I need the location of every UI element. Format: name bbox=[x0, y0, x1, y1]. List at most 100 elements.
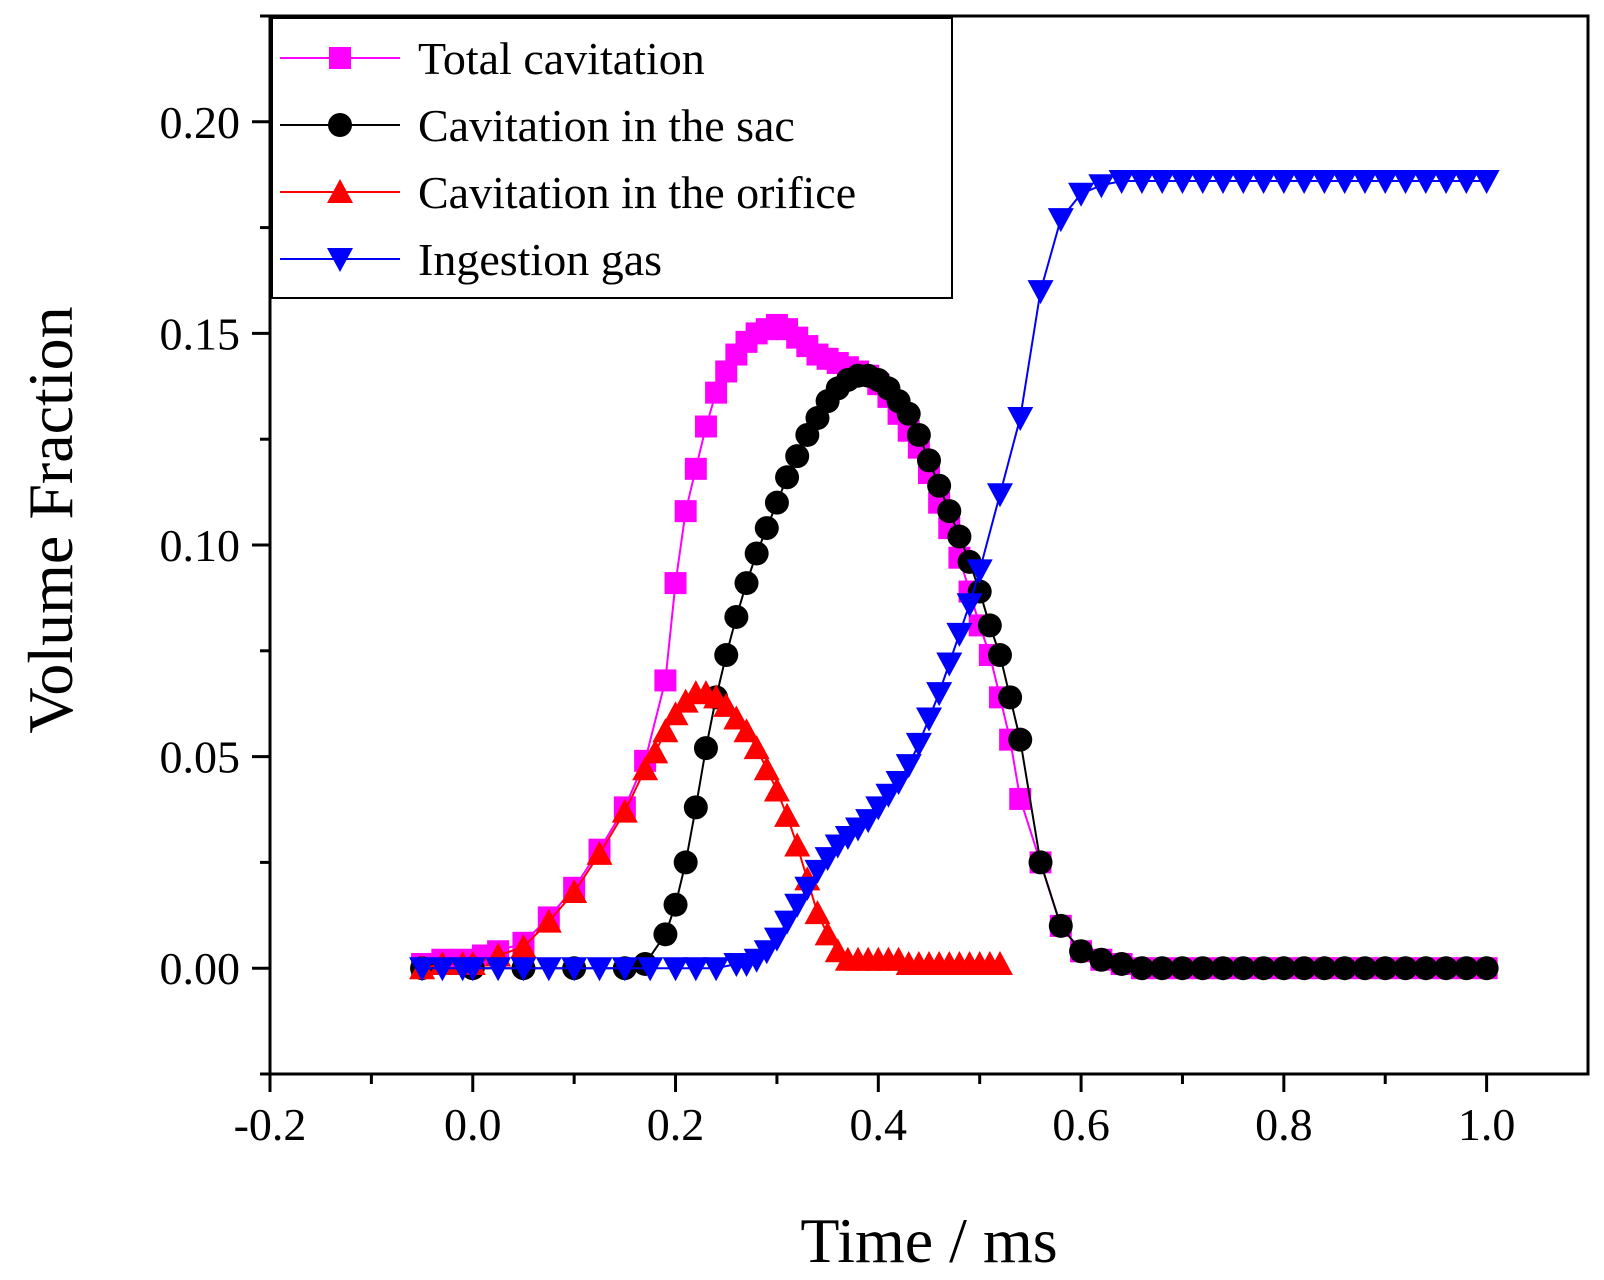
data-point bbox=[1392, 170, 1419, 195]
data-point bbox=[1433, 170, 1460, 195]
data-point bbox=[794, 876, 821, 901]
legend-marker bbox=[329, 47, 351, 69]
legend-box bbox=[271, 17, 953, 299]
x-tick-label: 0.4 bbox=[850, 1099, 908, 1150]
data-point bbox=[1453, 170, 1480, 195]
data-point bbox=[1351, 170, 1378, 195]
data-point bbox=[1250, 170, 1277, 195]
data-point bbox=[947, 524, 972, 549]
legend-marker bbox=[327, 248, 353, 272]
y-axis-title: Volume Fraction bbox=[15, 306, 86, 733]
data-point bbox=[1331, 170, 1358, 195]
legend-marker bbox=[328, 113, 352, 137]
data-point bbox=[510, 934, 537, 959]
data-point bbox=[1231, 956, 1256, 981]
data-point bbox=[510, 957, 537, 982]
data-point bbox=[1332, 956, 1357, 981]
data-point bbox=[753, 756, 780, 781]
data-point bbox=[662, 957, 689, 982]
data-point bbox=[763, 927, 790, 952]
data-point bbox=[683, 795, 708, 820]
data-point bbox=[1009, 787, 1032, 810]
data-point bbox=[535, 957, 562, 982]
data-point bbox=[927, 473, 952, 498]
data-point bbox=[1190, 956, 1215, 981]
data-point bbox=[905, 732, 932, 757]
data-point bbox=[1434, 956, 1459, 981]
data-point bbox=[535, 908, 562, 933]
data-point bbox=[632, 756, 659, 781]
data-point bbox=[714, 643, 739, 668]
data-point bbox=[1454, 956, 1479, 981]
data-point bbox=[1089, 947, 1114, 972]
data-point bbox=[1251, 956, 1276, 981]
data-point bbox=[743, 735, 770, 760]
x-tick-label: 0.8 bbox=[1255, 1099, 1313, 1150]
data-point bbox=[814, 921, 841, 946]
data-point bbox=[637, 957, 664, 982]
data-point bbox=[855, 809, 882, 834]
data-point bbox=[611, 798, 638, 823]
data-point bbox=[1128, 170, 1155, 195]
data-point bbox=[1170, 956, 1195, 981]
data-point bbox=[804, 859, 831, 884]
data-point bbox=[1412, 170, 1439, 195]
data-point bbox=[1048, 913, 1073, 938]
data-point bbox=[682, 957, 709, 982]
data-point bbox=[1413, 956, 1438, 981]
data-point bbox=[1007, 407, 1034, 432]
data-point bbox=[723, 705, 750, 730]
data-point bbox=[705, 381, 728, 404]
data-point bbox=[1189, 170, 1216, 195]
data-point bbox=[1027, 280, 1054, 305]
data-point bbox=[998, 685, 1023, 710]
series-circle bbox=[410, 363, 1499, 981]
data-point bbox=[1474, 956, 1499, 981]
data-point bbox=[653, 922, 678, 947]
data-point bbox=[673, 850, 698, 875]
x-tick-label: 0.6 bbox=[1052, 1099, 1110, 1150]
data-point bbox=[987, 643, 1012, 668]
x-tick-label: 1.0 bbox=[1458, 1099, 1516, 1150]
data-point bbox=[744, 541, 769, 566]
data-point bbox=[1088, 174, 1115, 199]
series-layer bbox=[409, 170, 1500, 982]
x-tick-label: 0.2 bbox=[647, 1099, 705, 1150]
data-point bbox=[916, 707, 942, 732]
series-line bbox=[422, 180, 1487, 970]
data-point bbox=[586, 957, 613, 982]
data-point bbox=[1149, 170, 1176, 195]
data-point bbox=[1109, 951, 1134, 976]
data-point bbox=[986, 950, 1013, 975]
data-point bbox=[1108, 170, 1135, 195]
data-point bbox=[774, 910, 801, 935]
data-point bbox=[1150, 956, 1175, 981]
x-tick-label: 0.0 bbox=[444, 1099, 502, 1150]
data-point bbox=[865, 796, 892, 821]
data-point bbox=[986, 483, 1013, 508]
data-point bbox=[1028, 850, 1053, 875]
data-point bbox=[804, 900, 831, 925]
data-point bbox=[1069, 939, 1094, 964]
data-point bbox=[946, 622, 973, 647]
data-point bbox=[895, 754, 922, 779]
data-point bbox=[1047, 208, 1074, 233]
data-point bbox=[664, 572, 687, 595]
data-point bbox=[1230, 170, 1257, 195]
legend-label: Cavitation in the orifice bbox=[418, 167, 856, 218]
data-point bbox=[715, 360, 738, 383]
data-point bbox=[896, 401, 921, 426]
data-point bbox=[733, 718, 760, 743]
x-axis: -0.2 0.0 0.2 0.4 0.6 0.8 1.0 bbox=[234, 1074, 1516, 1150]
data-point bbox=[734, 571, 759, 596]
data-point bbox=[693, 736, 718, 761]
x-tick-label: -0.2 bbox=[234, 1099, 307, 1150]
data-point bbox=[763, 777, 790, 802]
data-point bbox=[1373, 956, 1398, 981]
data-point bbox=[409, 957, 436, 982]
y-axis: 0.00 0.05 0.10 0.15 0.20 bbox=[160, 14, 270, 1076]
data-point bbox=[1210, 170, 1237, 195]
data-point bbox=[885, 770, 912, 795]
data-point bbox=[875, 783, 902, 808]
